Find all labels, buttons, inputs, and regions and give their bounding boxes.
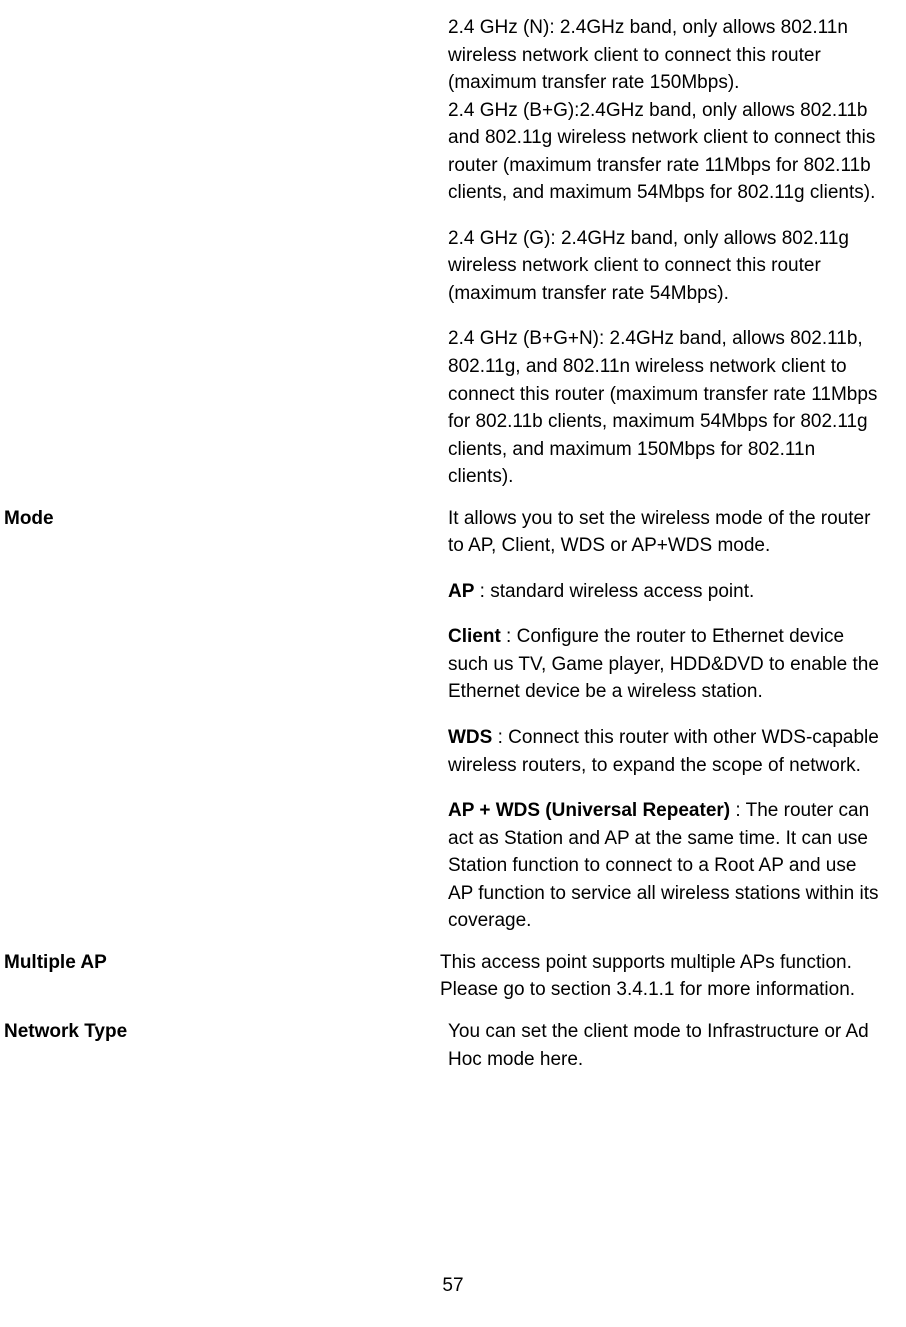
- network-type-label: Network Type: [0, 1018, 448, 1046]
- mode-client-text: Client : Configure the router to Etherne…: [448, 623, 884, 706]
- mode-description: It allows you to set the wireless mode o…: [448, 505, 894, 935]
- mode-apwds-bold: AP + WDS (Universal Repeater): [448, 800, 730, 821]
- mode-wds-bold: WDS: [448, 727, 492, 748]
- mode-label: Mode: [0, 505, 448, 533]
- mode-row: Mode It allows you to set the wireless m…: [0, 505, 906, 935]
- multiple-ap-description: This access point supports multiple APs …: [440, 949, 894, 1004]
- band-g-text: 2.4 GHz (G): 2.4GHz band, only allows 80…: [448, 225, 884, 308]
- mode-client-bold: Client: [448, 626, 501, 647]
- multiple-ap-label: Multiple AP: [0, 949, 440, 977]
- mode-intro-text: It allows you to set the wireless mode o…: [448, 505, 884, 560]
- multiple-ap-row: Multiple AP This access point supports m…: [0, 949, 906, 1004]
- network-type-row: Network Type You can set the client mode…: [0, 1018, 906, 1073]
- mode-wds-rest: : Connect this router with other WDS-cap…: [448, 727, 879, 776]
- band-bg-text: 2.4 GHz (B+G):2.4GHz band, only allows 8…: [448, 97, 884, 207]
- network-type-description: You can set the client mode to Infrastru…: [448, 1018, 894, 1073]
- band-n-text: 2.4 GHz (N): 2.4GHz band, only allows 80…: [448, 14, 884, 97]
- multiple-ap-text: This access point supports multiple APs …: [440, 949, 884, 1004]
- page-number: 57: [0, 1275, 906, 1297]
- band-description: 2.4 GHz (N): 2.4GHz band, only allows 80…: [448, 14, 894, 491]
- mode-ap-text: AP : standard wireless access point.: [448, 578, 884, 606]
- mode-ap-bold: AP: [448, 581, 474, 602]
- band-bgn-text: 2.4 GHz (B+G+N): 2.4GHz band, allows 802…: [448, 325, 884, 490]
- band-row: 2.4 GHz (N): 2.4GHz band, only allows 80…: [0, 14, 906, 491]
- document-page: 2.4 GHz (N): 2.4GHz band, only allows 80…: [0, 0, 906, 1073]
- mode-wds-text: WDS : Connect this router with other WDS…: [448, 724, 884, 779]
- mode-ap-rest: : standard wireless access point.: [474, 581, 754, 602]
- mode-apwds-text: AP + WDS (Universal Repeater) : The rout…: [448, 797, 884, 935]
- network-type-text: You can set the client mode to Infrastru…: [448, 1018, 884, 1073]
- mode-client-rest: : Configure the router to Ethernet devic…: [448, 626, 879, 702]
